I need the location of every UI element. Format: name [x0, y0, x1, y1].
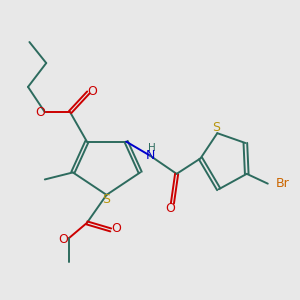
- Text: O: O: [165, 202, 175, 215]
- Text: Br: Br: [276, 177, 289, 190]
- Text: H: H: [148, 143, 155, 153]
- Text: O: O: [59, 233, 69, 246]
- Text: S: S: [212, 121, 220, 134]
- Text: S: S: [103, 194, 110, 206]
- Text: O: O: [35, 106, 45, 118]
- Text: O: O: [111, 222, 121, 235]
- Text: N: N: [145, 149, 155, 162]
- Text: O: O: [88, 85, 98, 98]
